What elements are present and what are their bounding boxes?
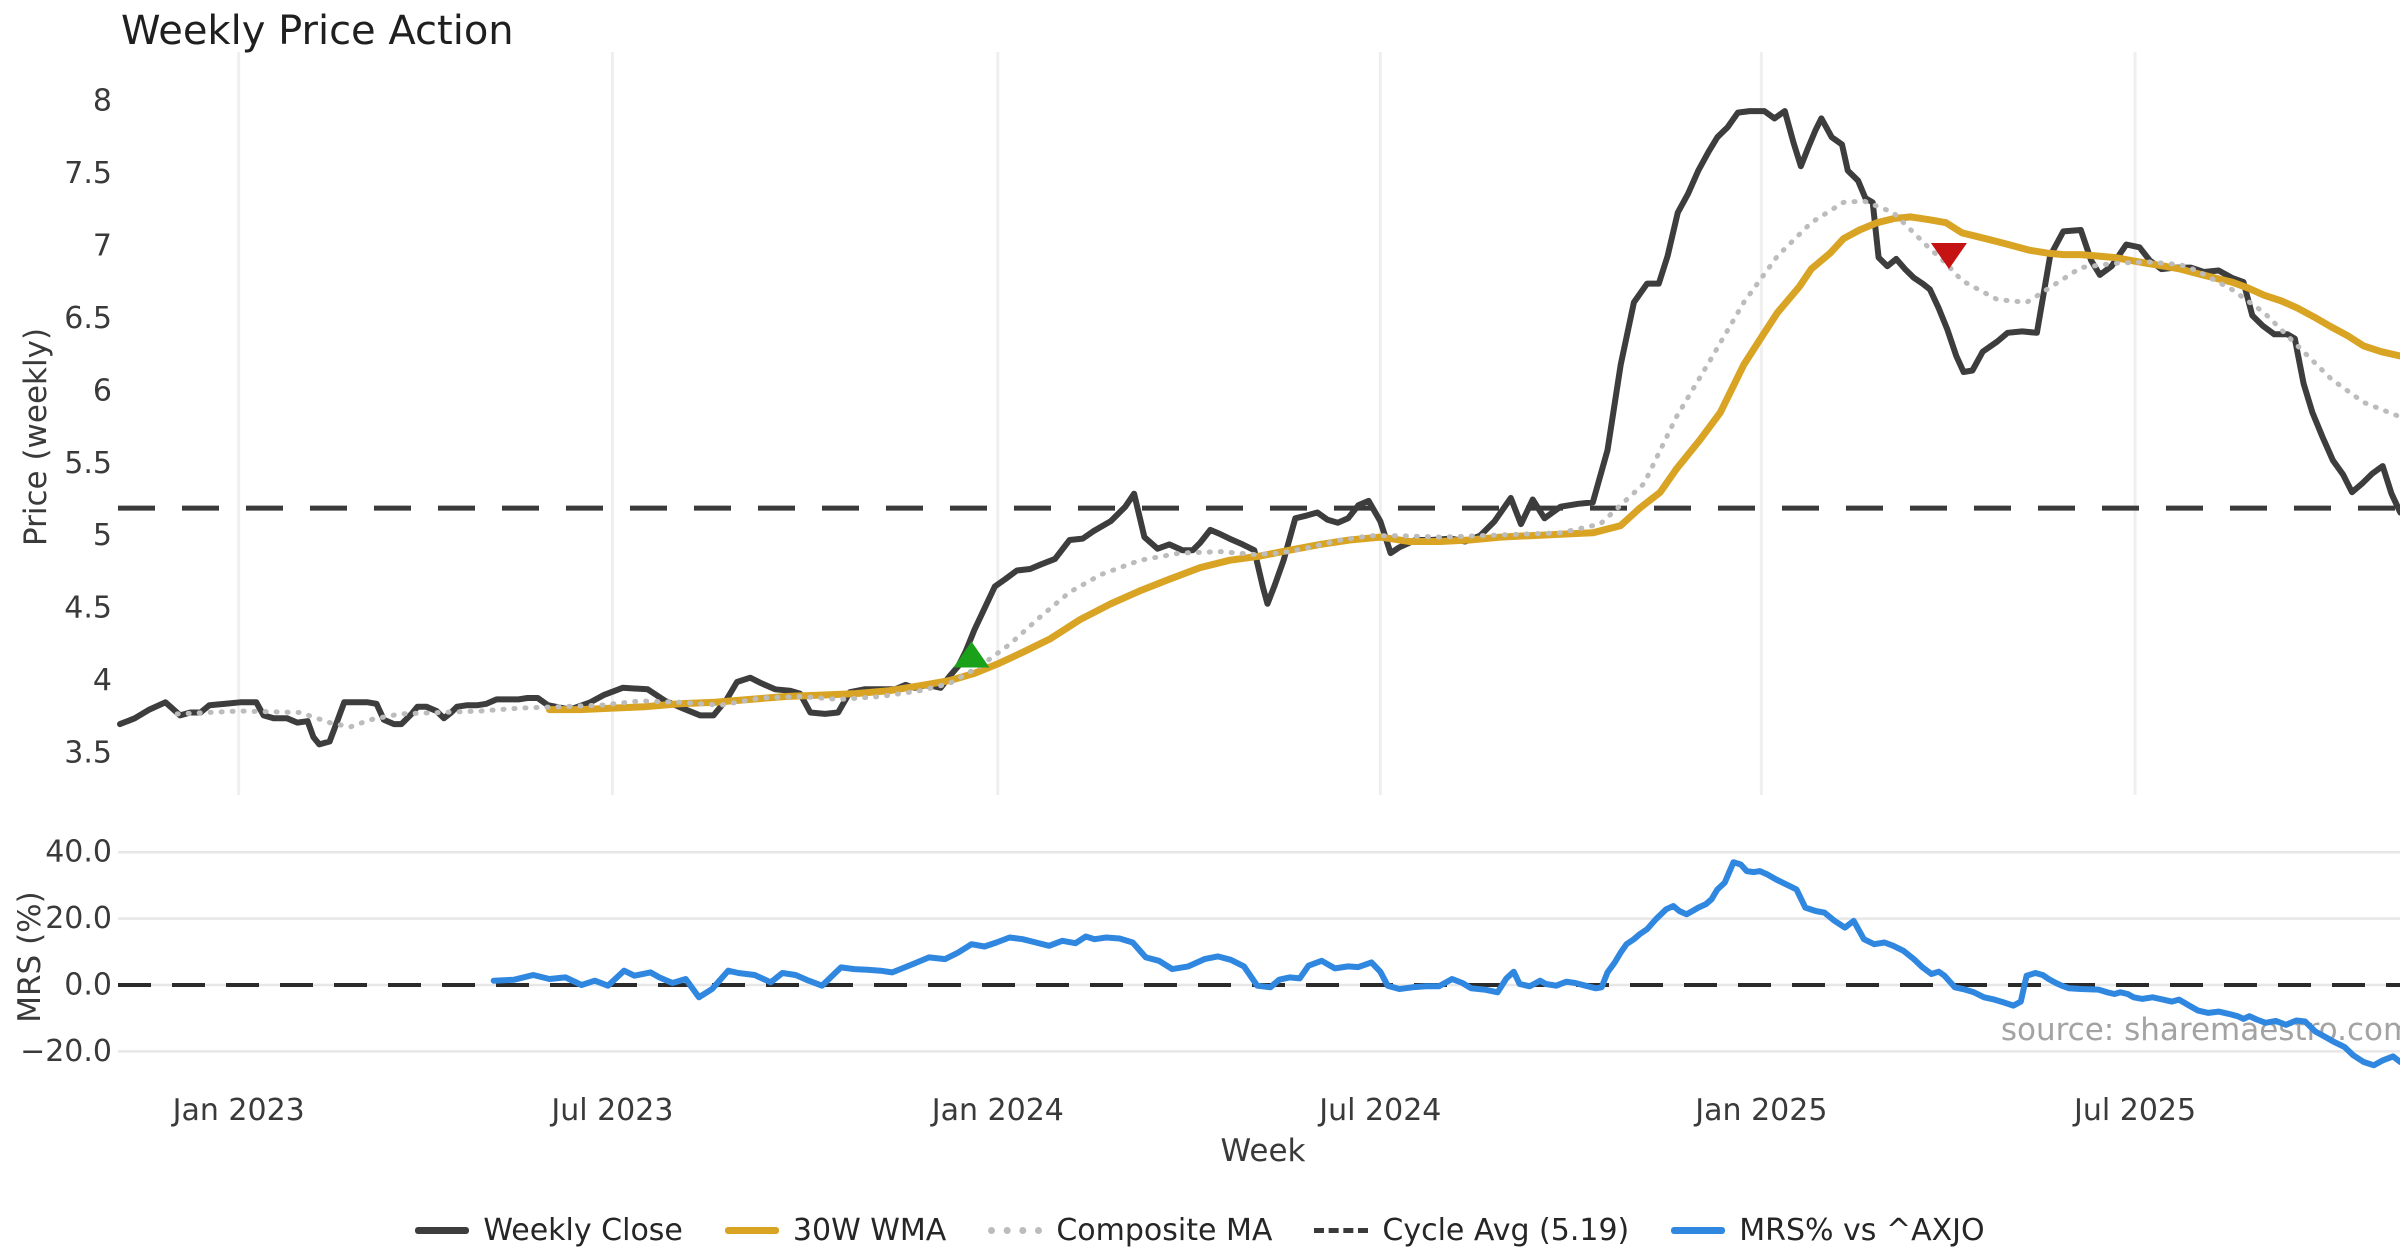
- mrs-line: [490, 859, 2400, 1069]
- legend-item-mrs: MRS% vs ^AXJO: [1671, 1213, 1985, 1248]
- legend-label: MRS% vs ^AXJO: [1739, 1213, 1985, 1248]
- legend-item-cycle-avg: Cycle Avg (5.19): [1314, 1213, 1629, 1248]
- price-ytick-label: 4: [93, 663, 112, 698]
- price-ytick-label: 7: [93, 228, 112, 263]
- wma-line-swatch: [724, 1227, 779, 1234]
- x-tick-label: Jul 2024: [1317, 1093, 1441, 1128]
- mrs-ytick-label: 40.0: [45, 835, 112, 870]
- weekly-close-line-swatch: [415, 1227, 470, 1234]
- legend-label: 30W WMA: [792, 1213, 947, 1248]
- legend-item-30w-wma: 30W WMA: [724, 1213, 947, 1248]
- price-ytick-label: 5.5: [64, 446, 112, 481]
- sell-signal-marker: [1930, 243, 1967, 270]
- legend-label: Cycle Avg (5.19): [1382, 1213, 1630, 1248]
- legend-label: Composite MA: [1056, 1213, 1273, 1248]
- mrs-ytick-label: 0.0: [64, 968, 112, 1003]
- x-tick-label: Jan 2023: [171, 1093, 305, 1128]
- price-ytick-label: 3.5: [64, 736, 112, 771]
- mrs-ytick-label: −20.0: [20, 1034, 112, 1069]
- buy-signal-marker: [953, 641, 990, 668]
- x-tick-label: Jan 2024: [930, 1093, 1064, 1128]
- wma-line: [545, 213, 2400, 714]
- price-ytick-label: 7.5: [64, 156, 112, 191]
- cycle-avg-line-swatch: [1314, 1228, 1369, 1233]
- weekly-close-line: [117, 108, 2400, 748]
- legend-item-weekly-close: Weekly Close: [415, 1213, 683, 1248]
- price-ytick-label: 4.5: [64, 591, 112, 626]
- composite-ma-line: [174, 198, 2400, 730]
- x-tick-label: Jul 2025: [2072, 1093, 2196, 1128]
- x-axis-label: Week: [1220, 1133, 1306, 1169]
- x-tick-label: Jul 2023: [549, 1093, 673, 1128]
- mrs-line-swatch: [1671, 1227, 1726, 1234]
- x-tick-label: Jan 2025: [1693, 1093, 1827, 1128]
- legend-label: Weekly Close: [483, 1213, 683, 1248]
- price-ytick-label: 5: [93, 518, 112, 553]
- price-ytick-label: 8: [93, 84, 112, 119]
- price-ytick-label: 6: [93, 373, 112, 408]
- price-ytick-label: 6.5: [64, 301, 112, 336]
- mrs-ytick-label: 20.0: [45, 901, 112, 936]
- composite-ma-line-swatch: [988, 1227, 1043, 1234]
- page-title: Weekly Price Action: [121, 8, 514, 54]
- legend-item-composite-ma: Composite MA: [988, 1213, 1272, 1248]
- legend: Weekly Close 30W WMA Composite MA Cycle …: [0, 1213, 2400, 1248]
